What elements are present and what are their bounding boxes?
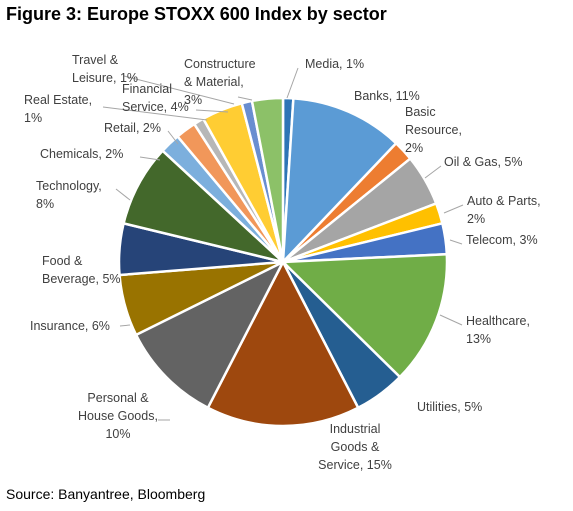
slice-label-line: Banks, 11% <box>354 89 420 103</box>
leader-line-chemicals <box>139 156 161 161</box>
leader-line-travel-leisure <box>123 75 235 105</box>
slice-label-line: Utilities, 5% <box>417 400 482 414</box>
slice-label-financial-service: Financial Service, 4% <box>122 82 189 114</box>
slice-label-technology: Technology, 8% <box>36 179 102 211</box>
slice-label-line: Service, 4% <box>122 100 189 114</box>
slice-label-line: Beverage, 5% <box>42 272 121 286</box>
slice-label-line: 2% <box>405 141 423 155</box>
leader-line-telecom <box>449 239 463 245</box>
pie-slice-constructure-material <box>250 96 285 263</box>
slice-label-line: 13% <box>466 332 491 346</box>
slice-label-line: Auto & Parts, <box>467 194 541 208</box>
slice-label-line: Real Estate, <box>24 93 92 107</box>
pie-slice-healthcare <box>280 252 449 379</box>
slice-label-line: Media, 1% <box>305 57 364 71</box>
slice-label-line: Resource, <box>405 123 462 137</box>
slice-label-auto-parts: Auto & Parts, 2% <box>467 194 541 226</box>
slice-label-line: & Material, <box>184 75 244 89</box>
slice-label-utilities: Utilities, 5% <box>417 400 482 414</box>
slice-label-real-estate: Real Estate, 1% <box>24 93 92 125</box>
leader-line-media <box>286 67 299 99</box>
chart-source: Source: Banyantree, Bloomberg <box>6 486 206 502</box>
pie-slice-industrial <box>206 259 360 428</box>
slice-label-line: Oil & Gas, 5% <box>444 155 523 169</box>
slice-label-line: Constructure <box>184 57 256 71</box>
slice-label-line: Leisure, 1% <box>72 71 138 85</box>
pie-slice-banks <box>281 97 398 266</box>
slice-label-line: Retail, 2% <box>104 121 161 135</box>
slice-label-industrial: Industrial Goods & Service, 15% <box>318 422 392 472</box>
slice-label-healthcare: Healthcare, 13% <box>466 314 530 346</box>
chart-title: Figure 3: Europe STOXX 600 Index by sect… <box>6 4 387 24</box>
slice-label-food-beverage: Food & Beverage, 5% <box>42 254 121 286</box>
leader-line-insurance <box>119 324 131 327</box>
slice-label-basic-resource: Basic Resource, 2% <box>405 105 462 155</box>
pie-slice-personal-house <box>134 259 286 410</box>
slice-label-travel-leisure: Travel & Leisure, 1% <box>72 53 138 85</box>
slice-label-chemicals: Chemicals, 2% <box>40 147 123 161</box>
slice-labels: Media, 1% Banks, 11% Basic Resource, 2% Oil &… <box>24 53 541 472</box>
slice-label-line: 1% <box>24 111 42 125</box>
leader-line-constructure-material <box>237 96 253 101</box>
leader-line-oil-gas <box>424 165 442 179</box>
slice-label-line: 8% <box>36 197 54 211</box>
leader-lines <box>102 67 464 421</box>
leader-line-retail <box>167 130 179 145</box>
slice-label-line: Goods & <box>331 440 380 454</box>
slice-label-line: Technology, <box>36 179 102 193</box>
slice-label-oil-gas: Oil & Gas, 5% <box>444 155 523 169</box>
slice-label-line: Financial <box>122 82 172 96</box>
slice-label-line: 3% <box>184 93 202 107</box>
slice-label-line: 2% <box>467 212 485 226</box>
slice-label-personal-house: Personal & House Goods, 10% <box>78 391 158 441</box>
slice-label-line: Healthcare, <box>466 314 530 328</box>
slice-label-line: Personal & <box>87 391 149 405</box>
slice-label-line: Industrial <box>330 422 381 436</box>
slice-label-constructure-material: Constructure & Material, 3% <box>184 57 256 107</box>
slice-label-retail: Retail, 2% <box>104 121 161 135</box>
slice-label-line: Travel & <box>72 53 119 67</box>
slice-label-line: Food & <box>42 254 83 268</box>
slice-label-telecom: Telecom, 3% <box>466 233 538 247</box>
slice-label-media: Media, 1% <box>305 57 364 71</box>
leader-line-healthcare <box>439 314 463 326</box>
leader-line-auto-parts <box>443 204 464 214</box>
slice-label-line: Chemicals, 2% <box>40 147 123 161</box>
leader-line-technology <box>115 188 131 201</box>
slice-label-line: House Goods, <box>78 409 158 423</box>
slice-label-line: Service, 15% <box>318 458 392 472</box>
slice-label-banks: Banks, 11% <box>354 89 420 103</box>
pie-slices <box>117 96 449 428</box>
slice-label-line: Insurance, 6% <box>30 319 110 333</box>
slice-label-insurance: Insurance, 6% <box>30 319 110 333</box>
leader-line-financial-service <box>195 109 229 113</box>
slice-label-line: 10% <box>105 427 130 441</box>
slice-label-line: Telecom, 3% <box>466 233 538 247</box>
slice-label-line: Basic <box>405 105 436 119</box>
leader-line-real-estate <box>102 106 208 121</box>
